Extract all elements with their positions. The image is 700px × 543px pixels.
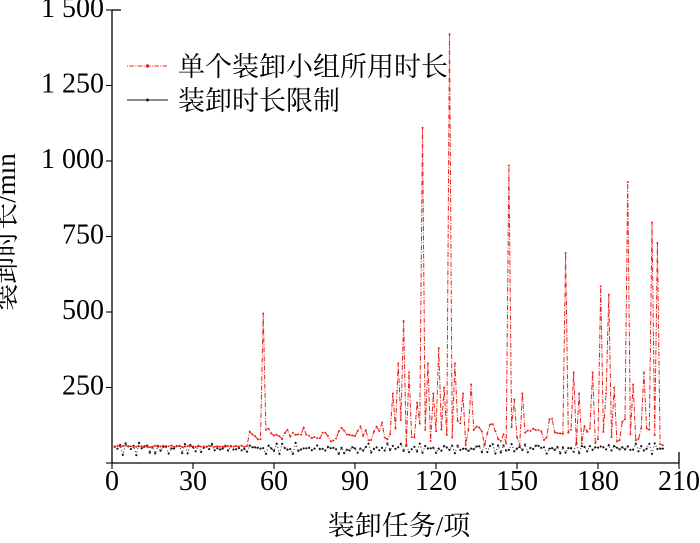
svg-text:750: 750 — [62, 220, 104, 251]
svg-text:210: 210 — [658, 466, 700, 497]
svg-text:1 250: 1 250 — [41, 69, 104, 100]
svg-text:装卸时长限制: 装卸时长限制 — [178, 86, 340, 116]
svg-text:1 500: 1 500 — [41, 0, 104, 24]
svg-text:30: 30 — [179, 466, 207, 497]
svg-text:180: 180 — [577, 466, 619, 497]
svg-text:装卸时长/min: 装卸时长/min — [0, 153, 21, 311]
svg-text:0: 0 — [105, 466, 119, 497]
svg-text:250: 250 — [62, 371, 104, 402]
svg-text:60: 60 — [260, 466, 288, 497]
svg-text:500: 500 — [62, 295, 104, 326]
svg-text:120: 120 — [415, 466, 457, 497]
svg-text:单个装卸小组所用时长: 单个装卸小组所用时长 — [178, 52, 448, 82]
svg-text:1 000: 1 000 — [41, 144, 104, 175]
svg-text:装卸任务/项: 装卸任务/项 — [328, 511, 472, 538]
svg-text:150: 150 — [496, 466, 538, 497]
svg-text:90: 90 — [341, 466, 369, 497]
